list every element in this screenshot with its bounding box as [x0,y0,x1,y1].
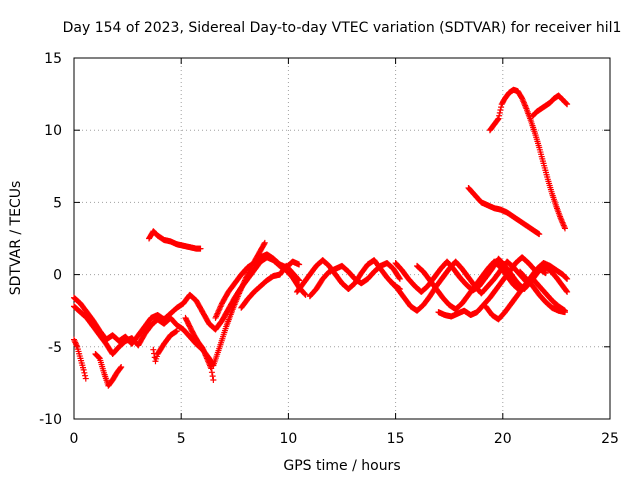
series-track-b [71,239,268,369]
data-point [301,291,308,298]
data-point [561,225,568,232]
data-point [118,364,125,371]
x-axis-label: GPS time / hours [283,458,400,474]
data-point [261,240,268,247]
data-point [261,239,268,246]
data-point [296,277,303,284]
y-tick-label: 10 [44,123,62,139]
series-track-a [71,254,309,347]
data-point [564,275,571,282]
series-track-d [92,351,125,389]
data-point [563,288,570,295]
data-point [561,309,568,316]
data-point [150,346,157,353]
data-point [498,104,505,111]
x-axis-ticks: 0 5 10 15 20 25 [70,58,619,447]
x-tick-label: 5 [177,431,186,447]
data-point [564,288,571,295]
x-tick-label: 20 [494,431,512,447]
y-tick-label: 15 [44,51,62,67]
x-tick-label: 25 [601,431,619,447]
series-track-q [516,268,568,316]
data-point [96,354,103,361]
series-track-k [306,260,403,300]
series-track-g [146,228,204,252]
data-point [210,377,217,384]
data-point [563,100,570,107]
data-point [81,369,88,376]
data-point [497,106,504,113]
data-point [95,354,102,361]
chart-title: Day 154 of 2023, Sidereal Day-to-day VTE… [63,20,622,36]
data-point [494,116,501,123]
plot-frame [73,57,611,420]
series-track-p [482,260,571,323]
y-tick-label: 5 [53,195,62,211]
x-tick-label: 0 [70,431,79,447]
data-point [209,373,216,380]
data-point [208,369,215,376]
y-axis-label: SDTVAR / TECUs [8,181,24,296]
series-track-c [71,336,89,382]
y-tick-label: -5 [48,340,62,356]
x-tick-label: 15 [387,431,405,447]
data-point [496,112,503,119]
series-track-s [486,86,568,232]
series-track-r [465,184,543,238]
x-tick-label: 10 [279,431,297,447]
data-point [302,291,309,298]
data-point [82,372,89,379]
data-points [71,86,571,389]
y-tick-label: 0 [53,268,62,284]
data-point [295,276,302,283]
data-point [564,101,571,108]
data-point [173,327,180,334]
data-point [296,261,303,268]
data-point [562,274,569,281]
series-track-f [182,314,217,384]
data-point [208,365,215,372]
data-point [117,364,124,371]
data-point [396,274,403,281]
data-point [82,375,89,382]
data-point [495,115,502,122]
grid-lines [74,58,610,419]
series-track-e [150,327,180,365]
data-point [536,231,543,238]
data-point [562,99,569,106]
series-track-i [238,262,303,311]
data-point [542,270,549,277]
y-tick-label: -10 [39,412,62,428]
series-track-h [212,251,303,321]
series-track-t [529,92,571,119]
data-point [197,245,204,252]
data-point [396,275,403,282]
data-point [496,109,503,116]
data-point [563,275,570,282]
data-point [80,366,87,373]
